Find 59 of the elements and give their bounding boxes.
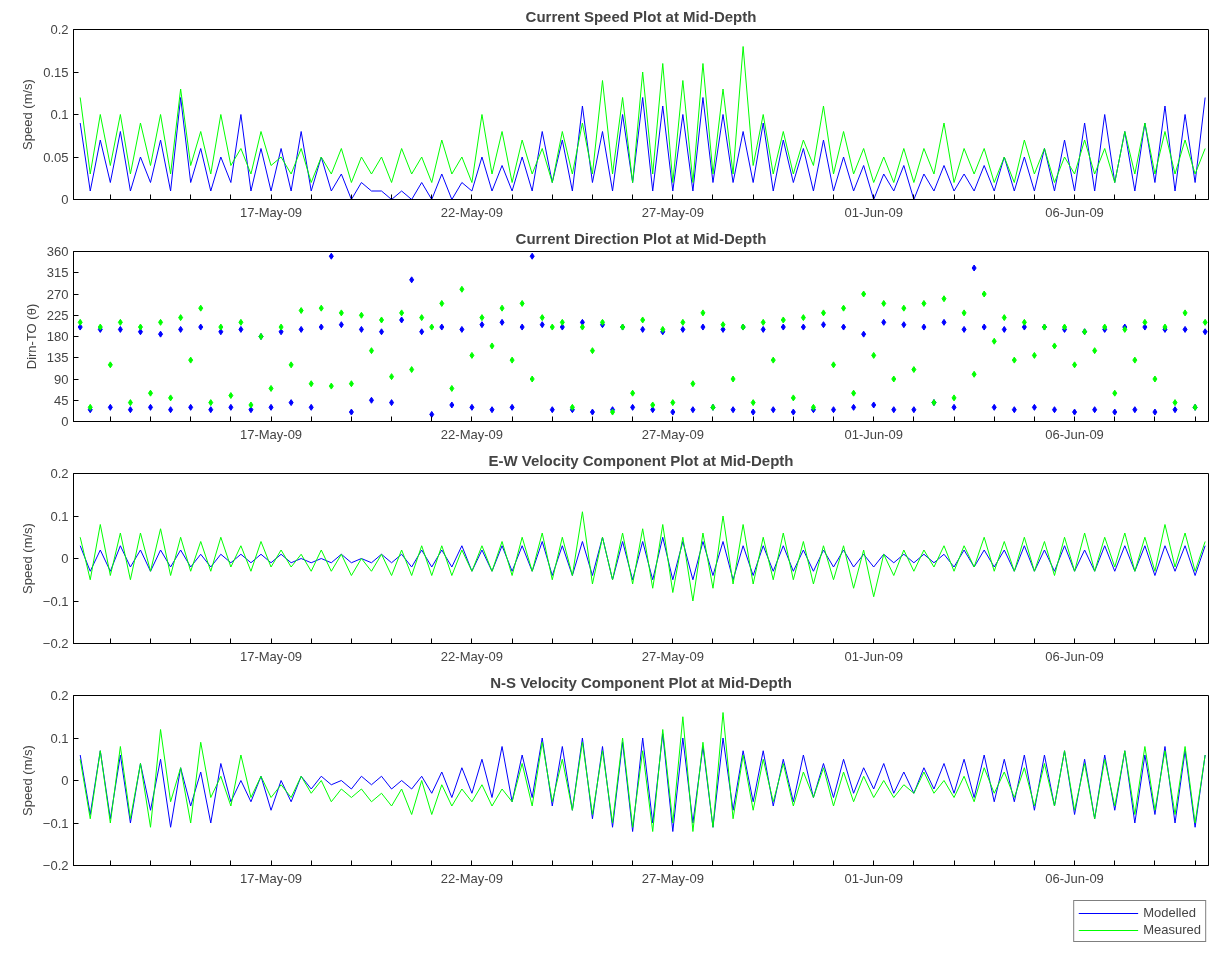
y-tick-label: 0.1 (50, 107, 69, 122)
line-series (79, 46, 1206, 183)
y-tick-label: 0.2 (50, 22, 69, 37)
x-tick-label: 27-May-09 (641, 204, 704, 220)
x-tick-label: 17-May-09 (239, 204, 303, 220)
y-tick-label: 0 (61, 551, 69, 566)
line-series (79, 712, 1206, 832)
x-tick-label: 17-May-09 (239, 648, 303, 664)
x-tick-label: 06-Jun-09 (1045, 204, 1104, 220)
y-tick-label: 225 (46, 307, 69, 323)
x-tick-label: 06-Jun-09 (1045, 426, 1104, 442)
y-tick-label: −0.2 (42, 636, 69, 651)
y-tick-label: 0 (61, 773, 69, 788)
y-tick-label: 0.15 (43, 64, 69, 80)
y-tick-label: 270 (46, 286, 69, 302)
y-tick-label: 0 (61, 414, 69, 429)
y-tick-label: 0.2 (50, 466, 69, 481)
line-series (79, 97, 1206, 200)
y-tick-label: 45 (54, 392, 69, 408)
x-tick-label: 01-Jun-09 (844, 426, 903, 442)
x-tick-label: 01-Jun-09 (844, 204, 903, 220)
chart-title: E-W Velocity Component Plot at Mid-Depth (488, 451, 794, 469)
x-tick-label: 06-Jun-09 (1045, 870, 1104, 886)
x-tick-label: 27-May-09 (641, 870, 704, 886)
y-axis-title: Speed (m/s) (20, 79, 36, 150)
x-tick-label: 27-May-09 (641, 426, 704, 442)
y-tick-label: 315 (46, 265, 69, 281)
x-tick-label: 22-May-09 (440, 648, 503, 664)
x-tick-label: 06-Jun-09 (1045, 648, 1104, 664)
line-series (79, 536, 1206, 581)
line-series (79, 511, 1206, 602)
legend-label: Modelled (1143, 905, 1196, 920)
x-tick-label: 17-May-09 (239, 426, 303, 442)
y-tick-label: 0.1 (50, 508, 69, 524)
y-tick-label: 0.2 (50, 688, 69, 703)
y-tick-label: 135 (46, 350, 69, 366)
x-tick-label: 01-Jun-09 (844, 648, 903, 664)
y-tick-label: −0.1 (42, 815, 69, 831)
chart-title: N-S Velocity Component Plot at Mid-Depth (490, 673, 792, 691)
chart-title: Current Direction Plot at Mid-Depth (515, 229, 767, 247)
y-tick-label: 90 (54, 371, 69, 387)
y-axis-title: Dirn-TO (θ) (23, 303, 39, 370)
y-tick-label: 0 (61, 192, 69, 207)
legend-label: Measured (1143, 922, 1201, 937)
x-tick-label: 22-May-09 (440, 870, 503, 886)
y-tick-label: 180 (46, 329, 69, 344)
y-axis-title: Speed (m/s) (19, 523, 35, 594)
y-tick-label: −0.1 (42, 593, 69, 609)
x-tick-label: 27-May-09 (641, 648, 704, 664)
y-axis-title: Speed (m/s) (19, 745, 35, 816)
x-tick-label: 17-May-09 (239, 870, 303, 886)
y-tick-label: 0.1 (50, 730, 69, 746)
x-tick-label: 22-May-09 (440, 204, 503, 220)
y-tick-label: −0.2 (42, 858, 69, 873)
x-tick-label: 01-Jun-09 (844, 870, 903, 886)
x-tick-label: 22-May-09 (440, 426, 503, 442)
y-tick-label: 360 (46, 244, 69, 259)
y-tick-label: 0.05 (43, 149, 69, 165)
chart-title: Current Speed Plot at Mid-Depth (525, 7, 757, 25)
